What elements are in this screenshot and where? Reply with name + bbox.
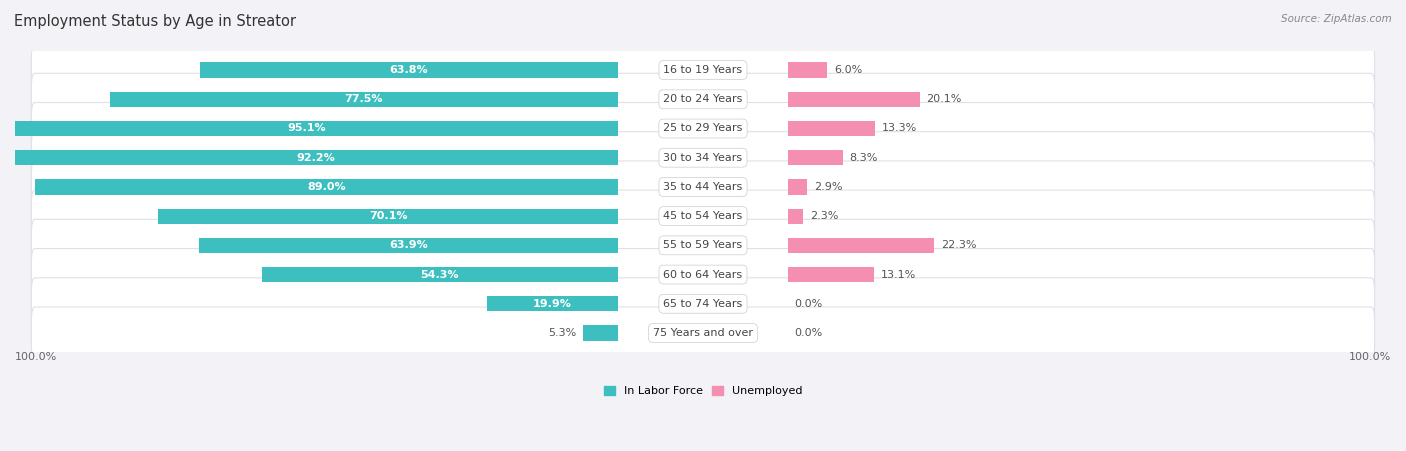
Text: 100.0%: 100.0% [15,352,58,362]
Text: 20.1%: 20.1% [927,94,962,104]
Text: 0.0%: 0.0% [794,328,823,338]
Text: 92.2%: 92.2% [297,153,335,163]
Bar [0,121,617,136]
Text: 0.0%: 0.0% [794,299,823,309]
Bar [35,179,617,194]
Text: 16 to 19 Years: 16 to 19 Years [664,65,742,75]
Text: 89.0%: 89.0% [307,182,346,192]
Text: 5.3%: 5.3% [548,328,576,338]
Bar [789,238,935,253]
FancyBboxPatch shape [31,161,1375,213]
Bar [789,267,875,282]
Bar [110,92,617,107]
Text: 20 to 24 Years: 20 to 24 Years [664,94,742,104]
Bar [789,63,828,78]
Text: 54.3%: 54.3% [420,270,460,280]
Bar [789,208,803,224]
Text: 2.3%: 2.3% [810,211,838,221]
FancyBboxPatch shape [31,102,1375,155]
Bar [14,150,617,166]
Text: 6.0%: 6.0% [834,65,862,75]
FancyBboxPatch shape [31,44,1375,96]
FancyBboxPatch shape [31,190,1375,242]
Text: 13.1%: 13.1% [880,270,915,280]
Text: 45 to 54 Years: 45 to 54 Years [664,211,742,221]
FancyBboxPatch shape [31,132,1375,184]
Bar [789,92,920,107]
FancyBboxPatch shape [31,249,1375,300]
FancyBboxPatch shape [31,307,1375,359]
Bar [583,326,617,341]
Text: 95.1%: 95.1% [287,124,326,133]
FancyBboxPatch shape [31,219,1375,272]
Text: 30 to 34 Years: 30 to 34 Years [664,153,742,163]
Text: Employment Status by Age in Streator: Employment Status by Age in Streator [14,14,297,28]
Bar [200,238,617,253]
Text: 77.5%: 77.5% [344,94,384,104]
Bar [789,150,842,166]
Text: 25 to 29 Years: 25 to 29 Years [664,124,742,133]
Bar [789,121,876,136]
Text: 65 to 74 Years: 65 to 74 Years [664,299,742,309]
Text: 8.3%: 8.3% [849,153,877,163]
Text: 63.9%: 63.9% [389,240,427,250]
Bar [159,208,617,224]
Text: 13.3%: 13.3% [882,124,917,133]
Text: 100.0%: 100.0% [1348,352,1391,362]
Text: 2.9%: 2.9% [814,182,842,192]
Bar [789,179,807,194]
FancyBboxPatch shape [31,278,1375,330]
Text: 35 to 44 Years: 35 to 44 Years [664,182,742,192]
FancyBboxPatch shape [31,73,1375,125]
Text: 60 to 64 Years: 60 to 64 Years [664,270,742,280]
Text: 63.8%: 63.8% [389,65,427,75]
Bar [488,296,617,311]
Text: 22.3%: 22.3% [941,240,976,250]
Bar [262,267,617,282]
Text: 70.1%: 70.1% [368,211,408,221]
Bar [200,63,617,78]
Text: 19.9%: 19.9% [533,299,572,309]
Text: Source: ZipAtlas.com: Source: ZipAtlas.com [1281,14,1392,23]
Text: 75 Years and over: 75 Years and over [652,328,754,338]
Legend: In Labor Force, Unemployed: In Labor Force, Unemployed [599,382,807,400]
Text: 55 to 59 Years: 55 to 59 Years [664,240,742,250]
